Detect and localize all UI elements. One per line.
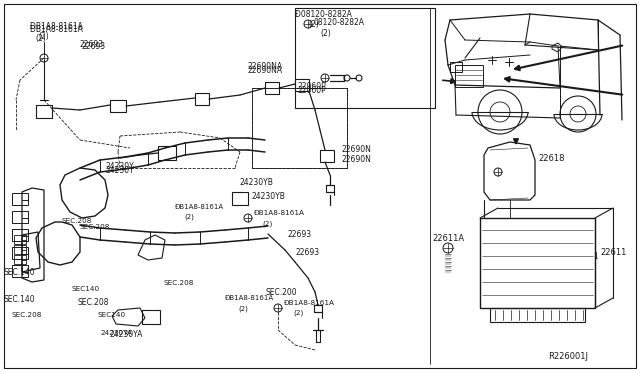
Bar	[232, 192, 248, 205]
Bar	[12, 247, 28, 259]
Text: (2): (2)	[238, 305, 248, 311]
Bar	[195, 93, 209, 105]
Text: (2): (2)	[320, 29, 331, 38]
Bar	[480, 218, 595, 308]
Text: (2): (2)	[293, 310, 303, 317]
Text: 24230YA: 24230YA	[110, 330, 143, 339]
Bar	[158, 146, 176, 160]
Text: 24230YA: 24230YA	[100, 330, 132, 336]
Text: ÐB1A8-8161A: ÐB1A8-8161A	[225, 295, 274, 301]
Text: 22693: 22693	[80, 40, 104, 49]
Bar	[295, 79, 309, 91]
Text: SEC.140: SEC.140	[4, 295, 36, 304]
Bar	[12, 265, 28, 277]
Text: 22693: 22693	[82, 42, 106, 51]
Text: 22690N: 22690N	[342, 155, 372, 164]
Text: (2): (2)	[35, 34, 45, 43]
Bar	[252, 88, 347, 168]
Text: SEC.208: SEC.208	[62, 218, 92, 224]
Bar	[110, 100, 126, 112]
Text: 22618: 22618	[538, 154, 564, 163]
Text: 24230YB: 24230YB	[252, 192, 286, 201]
Text: (2): (2)	[184, 213, 194, 219]
Text: 22693: 22693	[295, 248, 319, 257]
Text: 08120-8282A: 08120-8282A	[314, 18, 365, 27]
Bar	[295, 8, 435, 108]
Text: SEC.200: SEC.200	[266, 288, 298, 297]
Bar	[12, 211, 28, 223]
Text: SEC.140: SEC.140	[4, 268, 36, 277]
Bar	[14, 255, 26, 264]
Text: 22690NA: 22690NA	[248, 62, 283, 71]
Text: ÐB1A8-8161A: ÐB1A8-8161A	[254, 210, 305, 216]
Text: SEC.208: SEC.208	[80, 224, 110, 230]
Bar	[265, 82, 279, 94]
Text: SEC.208: SEC.208	[164, 280, 195, 286]
Bar	[142, 310, 160, 324]
Text: SEC140: SEC140	[98, 312, 126, 318]
Text: 22611A: 22611A	[432, 234, 464, 243]
Text: ÐB1A8-8161A: ÐB1A8-8161A	[30, 25, 83, 34]
Bar	[14, 235, 26, 244]
Text: SEC.208: SEC.208	[78, 298, 109, 307]
Text: ÐB1A8-8161A: ÐB1A8-8161A	[284, 300, 335, 306]
Text: SEC140: SEC140	[72, 286, 100, 292]
Text: (2): (2)	[308, 20, 319, 29]
Text: ÐB1A8-8161A: ÐB1A8-8161A	[175, 204, 224, 210]
Text: 22690N: 22690N	[342, 145, 372, 154]
Text: Ð08120-8282A: Ð08120-8282A	[295, 10, 352, 19]
Text: 22060P: 22060P	[298, 86, 327, 95]
Text: 22611: 22611	[600, 248, 627, 257]
Text: ÐB1A8-8161A: ÐB1A8-8161A	[30, 22, 83, 31]
Bar	[12, 193, 28, 205]
Text: (2): (2)	[38, 32, 49, 41]
Text: SEC.208: SEC.208	[12, 312, 42, 318]
Bar	[320, 150, 334, 162]
Text: 24230YB: 24230YB	[240, 178, 274, 187]
Text: 22060P: 22060P	[298, 82, 327, 91]
Bar	[455, 65, 483, 87]
Text: 22693: 22693	[288, 230, 312, 239]
Text: 24230Y: 24230Y	[105, 166, 134, 175]
Bar	[14, 245, 26, 254]
Text: (2): (2)	[262, 220, 272, 227]
Bar	[450, 62, 462, 72]
Text: 24230Y: 24230Y	[105, 162, 134, 171]
Bar	[12, 229, 28, 241]
Bar	[490, 308, 585, 322]
Text: 22690NA: 22690NA	[248, 66, 283, 75]
Text: R226001J: R226001J	[548, 352, 588, 361]
